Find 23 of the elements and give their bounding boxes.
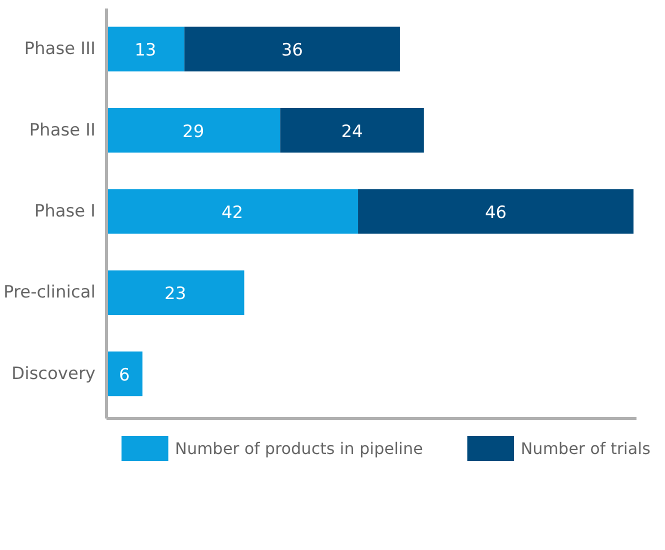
- bar: [280, 108, 424, 153]
- data-label: 29: [182, 122, 204, 142]
- legend-label: Number of trials: [520, 439, 650, 458]
- data-label: 23: [164, 284, 186, 304]
- data-label: 6: [119, 365, 130, 386]
- y-tick-label: Phase I: [34, 201, 96, 222]
- y-tick-label: Pre-clinical: [4, 282, 96, 303]
- data-label: 42: [221, 202, 244, 223]
- y-tick-label: Discovery: [12, 364, 96, 384]
- bar: [106, 352, 142, 396]
- data-label: 13: [134, 40, 156, 61]
- bar: [106, 26, 184, 72]
- legend-label: Number of products in pipeline: [174, 439, 423, 458]
- bar: [358, 189, 634, 234]
- bar: [184, 26, 400, 72]
- y-tick-label: Phase III: [24, 39, 96, 60]
- data-label: 36: [281, 40, 303, 61]
- data-label: 46: [484, 202, 507, 223]
- bar: [106, 108, 280, 153]
- bar: [106, 189, 358, 234]
- y-tick-label: Phase II: [29, 120, 96, 140]
- bar: [106, 270, 244, 315]
- data-label: 24: [341, 122, 363, 142]
